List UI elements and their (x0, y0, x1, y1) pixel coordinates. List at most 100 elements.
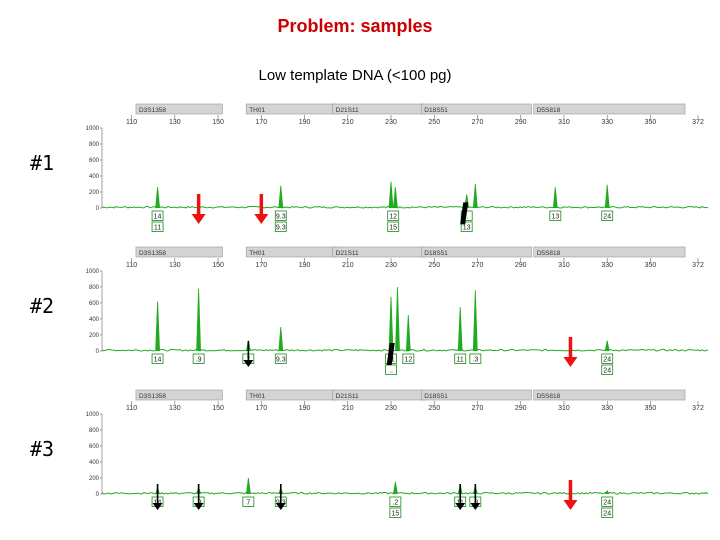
peak (278, 185, 284, 209)
x-tick-label: 170 (255, 119, 267, 126)
x-tick-label: 270 (472, 119, 484, 126)
black-arrow-head (275, 503, 286, 510)
marker-bar (135, 103, 223, 115)
black-arrow-head (193, 503, 204, 510)
allele-call-label: 14 (154, 214, 162, 221)
allele-call-label: 9.3 (276, 225, 286, 232)
marker-name: D5S818 (537, 250, 561, 257)
allele-call-box (274, 221, 287, 232)
black-arrow-head (470, 503, 481, 510)
marker-bar (533, 246, 686, 258)
marker-bar (533, 103, 686, 115)
x-tick-label: 290 (515, 262, 527, 269)
marker-name: D18S51 (424, 393, 448, 400)
x-tick-label: 310 (558, 405, 570, 412)
allele-call-label: 9.3 (276, 357, 286, 364)
marker-bar (533, 389, 686, 401)
allele-call-label: .. (465, 214, 469, 221)
y-tick-label: 200 (89, 333, 100, 339)
allele-call-box (402, 353, 415, 364)
peak (604, 184, 610, 209)
page-title: Problem: samples (277, 16, 433, 36)
red-arrow-head (191, 214, 206, 224)
y-tick-label: 0 (96, 492, 100, 498)
red-arrow-shaft (568, 337, 573, 358)
peak (246, 477, 251, 495)
allele-call-box (151, 353, 164, 364)
allele-call-label: 11 (457, 357, 464, 364)
red-arrow-head (254, 214, 269, 224)
marker-bar (420, 103, 532, 115)
x-tick-label: 150 (212, 405, 224, 412)
allele-call-box (389, 507, 402, 518)
x-tick-label: 110 (126, 119, 137, 126)
allele-call-box (192, 353, 205, 364)
baseline-trace (101, 205, 708, 209)
black-arrow-shaft (474, 484, 477, 504)
x-tick-label: 310 (558, 262, 570, 269)
baseline-trace (101, 491, 709, 495)
x-tick-label: 210 (342, 119, 354, 126)
marker-name: D3S1358 (139, 250, 166, 257)
x-tick-label: 290 (515, 119, 527, 126)
page-subtitle: Low template DNA (<100 pg) (258, 67, 452, 84)
black-arrow-head (243, 360, 254, 367)
sample-label: #2 (30, 294, 54, 318)
x-tick-label: 250 (428, 119, 440, 126)
y-tick-label: 600 (89, 444, 100, 450)
peak (393, 481, 398, 495)
allele-call-box (151, 221, 164, 232)
peak (405, 314, 411, 352)
marker-name: D21S11 (336, 393, 359, 400)
x-tick-label: 230 (385, 119, 397, 126)
y-tick-label: 600 (89, 301, 100, 307)
allele-call-box (601, 210, 614, 221)
y-tick-label: 200 (89, 476, 100, 482)
x-tick-label: 210 (342, 405, 354, 412)
marker-name: D21S11 (336, 250, 359, 257)
y-tick-label: 400 (89, 174, 100, 180)
black-arrow-shaft (156, 484, 159, 504)
x-tick-label: 270 (472, 262, 484, 269)
sample-label: #3 (30, 437, 54, 461)
red-arrow-shaft (259, 194, 264, 215)
allele-call-label: 11 (154, 225, 161, 232)
allele-call-box (469, 353, 482, 364)
allele-call-box (454, 353, 467, 364)
x-tick-label: 190 (299, 119, 311, 126)
peak (604, 340, 610, 352)
x-tick-label: 330 (601, 119, 613, 126)
marker-name: TH01 (249, 393, 265, 400)
y-tick-label: 400 (89, 317, 100, 323)
peak (388, 296, 394, 352)
y-tick-label: 0 (96, 206, 100, 212)
allele-call-label: 12 (389, 214, 397, 221)
x-tick-label: 150 (212, 119, 224, 126)
x-tick-label: 350 (645, 119, 657, 126)
allele-call-box (274, 210, 287, 221)
y-tick-label: 800 (89, 142, 100, 148)
marker-name: D3S1358 (139, 107, 166, 114)
allele-call-label: 15 (391, 511, 399, 518)
red-arrow-shaft (568, 480, 573, 501)
black-arrow-shaft (279, 484, 282, 504)
allele-call-box (460, 221, 473, 232)
red-arrow-head (563, 357, 578, 367)
black-arrow-shaft (197, 484, 200, 504)
marker-name: D5S818 (537, 393, 561, 400)
y-tick-label: 400 (89, 460, 100, 466)
x-tick-label: 130 (169, 262, 181, 269)
x-tick-label: 230 (385, 262, 397, 269)
x-tick-label: 110 (126, 262, 137, 269)
marker-name: D3S1358 (139, 393, 166, 400)
x-tick-label: 170 (255, 262, 267, 269)
peak (604, 490, 610, 495)
y-tick-label: 1000 (86, 269, 100, 275)
allele-call-label: 24 (603, 368, 611, 375)
allele-call-box (601, 496, 614, 507)
allele-call-box (601, 364, 614, 375)
x-tick-label: 350 (645, 262, 657, 269)
